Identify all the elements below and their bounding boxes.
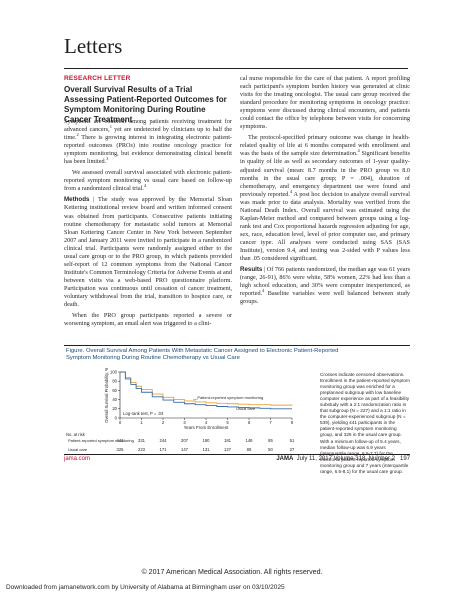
risk-table-value: 50 xyxy=(268,447,273,452)
alert-paragraph: When the PRO group participants reported… xyxy=(64,312,232,328)
results-heading: Results xyxy=(240,266,263,274)
risk-table-value: 131 xyxy=(203,447,211,452)
figure-note: Crosses indicate censored observations. … xyxy=(320,372,410,474)
x-tick-label: 3 xyxy=(183,420,186,425)
risk-table-value: 147 xyxy=(181,447,189,452)
footer-site: jama.com xyxy=(64,456,91,462)
article-title: Overall Survival Results of a Trial Asse… xyxy=(64,85,227,124)
survival-chart: 0 20 40 60 80 100 0 1 2 3 4 5 6 7 8 Years From Enrollme… xyxy=(66,368,295,452)
footer-issue: July 11, 2017 Volume 318, Number 2 xyxy=(296,456,395,462)
x-tick-label: 4 xyxy=(205,420,208,425)
logrank-annotation: Log-rank test, P = .03 xyxy=(123,411,164,416)
x-tick-label: 5 xyxy=(226,420,229,425)
methods-paragraph: Methods | The study was approved by the … xyxy=(64,196,232,309)
risk-table-value: 85 xyxy=(268,438,273,443)
risk-table-header: No. at risk xyxy=(66,432,86,437)
risk-table-value: 331 xyxy=(138,438,146,443)
y-tick-label: 20 xyxy=(112,406,117,411)
y-axis-label: Overall Survival Probability, % xyxy=(104,368,109,423)
risk-table-value: 207 xyxy=(181,438,189,443)
series-label-pro: Patient-reported symptom monitoring xyxy=(197,395,263,400)
risk-table-row-label: Usual care xyxy=(68,447,88,452)
footer-journal: JAMA xyxy=(276,456,294,462)
results-paragraph: Results | Of 766 patients randomized, th… xyxy=(240,266,410,306)
usual-care-survival-curve xyxy=(120,371,292,410)
right-column: cal nurse responsible for the care of th… xyxy=(240,75,410,306)
risk-table-value: 127 xyxy=(224,447,232,452)
header-divider xyxy=(64,68,408,69)
risk-table-value: 325 xyxy=(117,447,125,452)
y-tick-label: 80 xyxy=(112,379,117,384)
risk-table-row-label: Patient-reported symptom monitoring xyxy=(68,438,134,443)
risk-table-value: 181 xyxy=(224,438,232,443)
figure-title: Figure. Overall Survival Among Patients … xyxy=(66,348,339,362)
x-tick-label: 7 xyxy=(269,420,272,425)
section-label: RESEARCH LETTER xyxy=(64,75,131,82)
footer-journal-info: JAMA July 11, 2017 Volume 318, Number 2 … xyxy=(276,456,410,462)
nurse-paragraph: cal nurse responsible for the care of th… xyxy=(240,75,410,131)
journal-section-title: Letters xyxy=(64,34,123,58)
risk-table-value: 27 xyxy=(290,447,295,452)
y-tick-label: 60 xyxy=(112,388,117,393)
risk-table-value: 171 xyxy=(160,447,168,452)
outcome-paragraph: The protocol-specified primary outcome w… xyxy=(240,134,411,263)
risk-table-value: 51 xyxy=(290,438,295,443)
x-axis-label: Years From Enrollment xyxy=(184,425,230,430)
risk-table-value: 190 xyxy=(203,438,211,443)
figure-frame xyxy=(64,345,410,442)
risk-table-value: 223 xyxy=(138,447,146,452)
aim-paragraph: We assessed overall survival associated … xyxy=(64,169,232,193)
risk-table-value: 148 xyxy=(246,438,254,443)
intro-paragraph: Symptoms are common among patients recei… xyxy=(64,118,232,166)
copyright-notice: © 2017 American Medical Association. All… xyxy=(141,568,323,576)
left-column: Symptoms are common among patients recei… xyxy=(64,118,232,328)
y-tick-label: 40 xyxy=(112,397,117,402)
x-tick-label: 6 xyxy=(248,420,251,425)
footer-page: 197 xyxy=(399,456,410,462)
x-tick-label: 2 xyxy=(162,420,165,425)
footer-divider xyxy=(64,454,410,455)
y-tick-label: 0 xyxy=(115,415,118,420)
risk-table-value: 441 xyxy=(117,438,125,443)
x-tick-label: 1 xyxy=(140,420,143,425)
x-tick-label: 8 xyxy=(291,420,294,425)
x-tick-label: 0 xyxy=(119,420,122,425)
y-tick-label: 100 xyxy=(110,369,118,374)
series-label-usual: Usual care xyxy=(236,406,256,411)
pro-survival-curve xyxy=(120,371,293,406)
download-notice: Downloaded from jamanetwork.com by Unive… xyxy=(6,584,285,591)
methods-heading: Methods xyxy=(64,196,90,204)
risk-table-value: 89 xyxy=(247,447,252,452)
risk-table-value: 244 xyxy=(160,438,168,443)
